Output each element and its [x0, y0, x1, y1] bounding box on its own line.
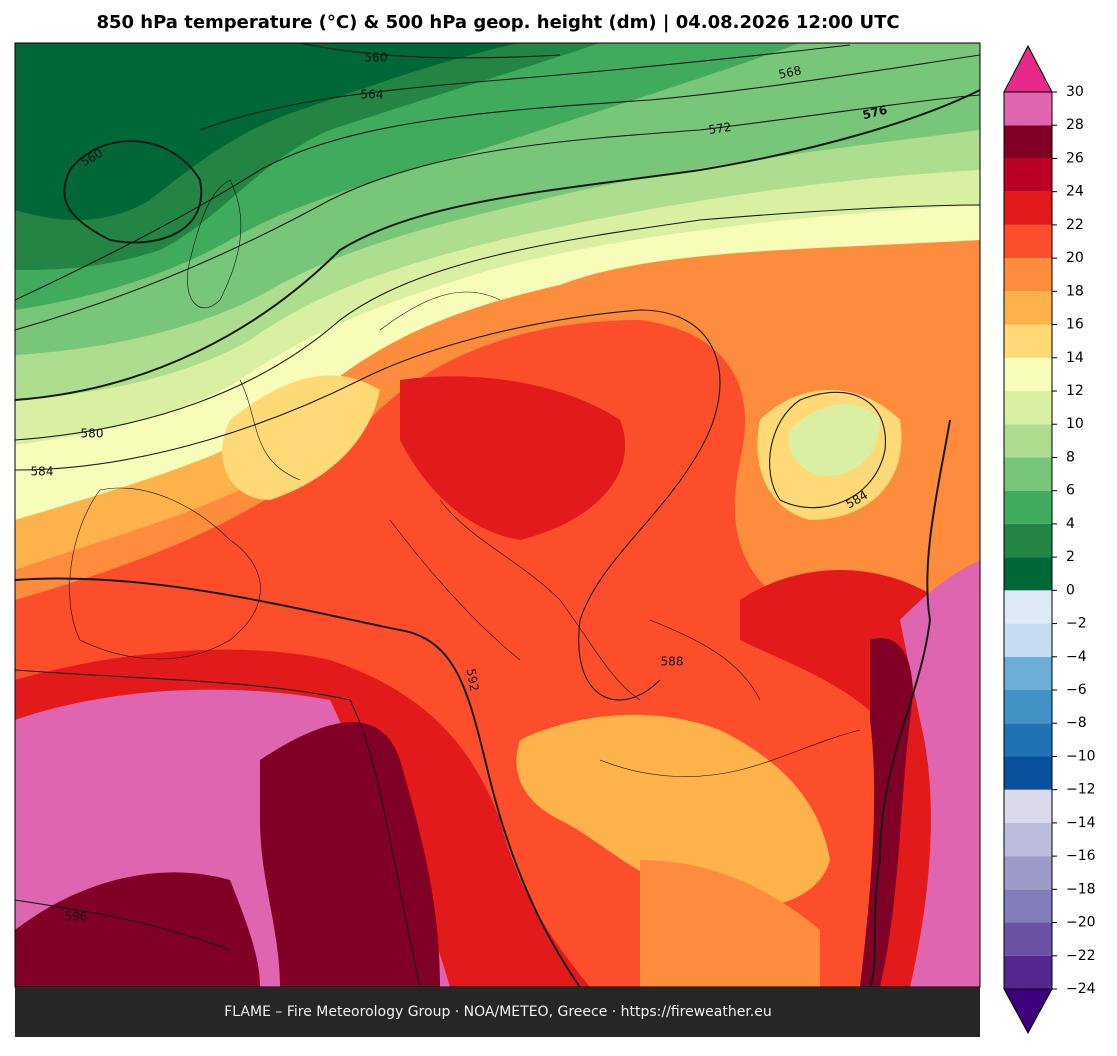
colorbar-tick-label: −18 — [1066, 881, 1096, 897]
colorbar-extend — [1003, 44, 1053, 93]
contour — [299, 43, 561, 59]
colorbar-bin — [1004, 224, 1052, 259]
colorbar-bin — [1004, 291, 1052, 325]
colorbar-bin — [1004, 756, 1052, 790]
colorbar-tick-label: 30 — [1066, 84, 1084, 100]
colorbar-tick-label: −24 — [1066, 981, 1096, 997]
contour — [15, 94, 980, 331]
contour — [769, 391, 886, 509]
colorbar-bin — [1004, 92, 1052, 126]
colorbar-tick-label: −16 — [1066, 848, 1096, 864]
colorbar-tick-label: 2 — [1066, 549, 1075, 565]
colorbar-tick-label: −4 — [1066, 649, 1087, 665]
temperature-field — [516, 714, 830, 908]
colorbar-tick-label: 22 — [1066, 217, 1084, 233]
contour-label: 560 — [365, 51, 388, 65]
contour — [15, 54, 980, 301]
temperature-field — [640, 860, 820, 987]
colorbar-tick-label: −12 — [1066, 782, 1096, 798]
colorbar-bin — [1004, 424, 1052, 458]
footer: FLAME – Fire Meteorology Group · NOA/MET… — [224, 1004, 772, 1020]
contour-label: 580 — [81, 427, 104, 441]
colorbar-bin — [1004, 723, 1052, 757]
colorbar-tick-label: 0 — [1066, 582, 1075, 598]
colorbar-bin — [1004, 590, 1052, 624]
contour-label: 596 — [65, 910, 88, 924]
colorbar-tick-label: −20 — [1066, 915, 1096, 931]
colorbar: −24−22−20−18−16−14−12−10−8−6−4−202468101… — [1003, 44, 1096, 1035]
colorbar-bin — [1004, 856, 1052, 890]
contour — [15, 899, 231, 951]
colorbar-bin — [1004, 191, 1052, 225]
colorbar-bin — [1004, 158, 1052, 192]
colorbar-bin — [1004, 690, 1052, 724]
contour — [15, 309, 721, 701]
colorbar-bin — [1004, 457, 1052, 491]
temperature-field — [260, 722, 440, 987]
contour-label: 588 — [661, 655, 684, 669]
colorbar-bin — [1004, 822, 1052, 857]
colorbar-tick-label: 24 — [1066, 184, 1084, 200]
contour-label: 584 — [31, 465, 54, 479]
colorbar-frame — [1003, 91, 1053, 990]
temperature-field — [788, 403, 880, 476]
colorbar-bin — [1004, 258, 1052, 292]
contour — [199, 44, 851, 131]
contour — [869, 419, 951, 987]
colorbar-tick-label: 12 — [1066, 383, 1084, 399]
colorbar-bin — [1004, 557, 1052, 591]
colorbar-tick-label: −2 — [1066, 616, 1087, 632]
colorbar-bin — [1004, 357, 1052, 391]
colorbar-tick-label: −22 — [1066, 948, 1096, 964]
colorbar-tick-label: −10 — [1066, 748, 1096, 764]
colorbar-bin — [1004, 125, 1052, 159]
colorbar-bin — [1004, 324, 1052, 358]
colorbar-tick-label: 8 — [1066, 449, 1075, 465]
colorbar-tick-label: −8 — [1066, 715, 1087, 731]
colorbar-bin — [1004, 789, 1052, 823]
colorbar-tick-label: 10 — [1066, 416, 1084, 432]
colorbar-tick-label: 4 — [1066, 516, 1075, 532]
colorbar-bin — [1004, 623, 1052, 657]
colorbar-tick-label: −14 — [1066, 815, 1096, 831]
colorbar-tick-label: −6 — [1066, 682, 1087, 698]
colorbar-tick-label: 14 — [1066, 350, 1084, 366]
temperature-field — [860, 638, 913, 987]
colorbar-tick-label: 6 — [1066, 483, 1075, 499]
contour-label: 568 — [777, 63, 802, 81]
colorbar-tick-label: 16 — [1066, 317, 1084, 333]
temperature-field — [222, 375, 380, 500]
contour — [15, 669, 421, 987]
footer-band — [15, 987, 980, 1037]
title: 850 hPa temperature (°C) & 500 hPa geop.… — [96, 12, 899, 33]
colorbar-bin — [1004, 490, 1052, 524]
contour — [63, 140, 203, 244]
colorbar-tick-label: 20 — [1066, 250, 1084, 266]
contour — [15, 204, 980, 441]
contour — [15, 89, 980, 401]
temperature-field — [15, 872, 260, 987]
contour-label: 572 — [708, 120, 733, 137]
colorbar-bin — [1004, 955, 1052, 989]
colorbar-bin — [1004, 922, 1052, 956]
contour-label: 576 — [861, 103, 889, 123]
colorbar-bin — [1004, 656, 1052, 690]
colorbar-tick-label: 18 — [1066, 283, 1084, 299]
contour-label: 564 — [361, 88, 384, 102]
colorbar-bin — [1004, 889, 1052, 923]
temperature-field — [15, 43, 520, 220]
coastline — [69, 179, 861, 777]
colorbar-tick-label: 26 — [1066, 150, 1084, 166]
colorbar-bin — [1004, 523, 1052, 558]
colorbar-bin — [1004, 391, 1052, 425]
colorbar-tick-label: 28 — [1066, 117, 1084, 133]
contour-label: 592 — [464, 667, 482, 692]
map: 560 564 568 572 576 560 580 584 584 588 … — [15, 43, 980, 987]
temperature-field — [400, 376, 626, 540]
contour — [15, 577, 581, 987]
colorbar-extend — [1003, 988, 1053, 1035]
